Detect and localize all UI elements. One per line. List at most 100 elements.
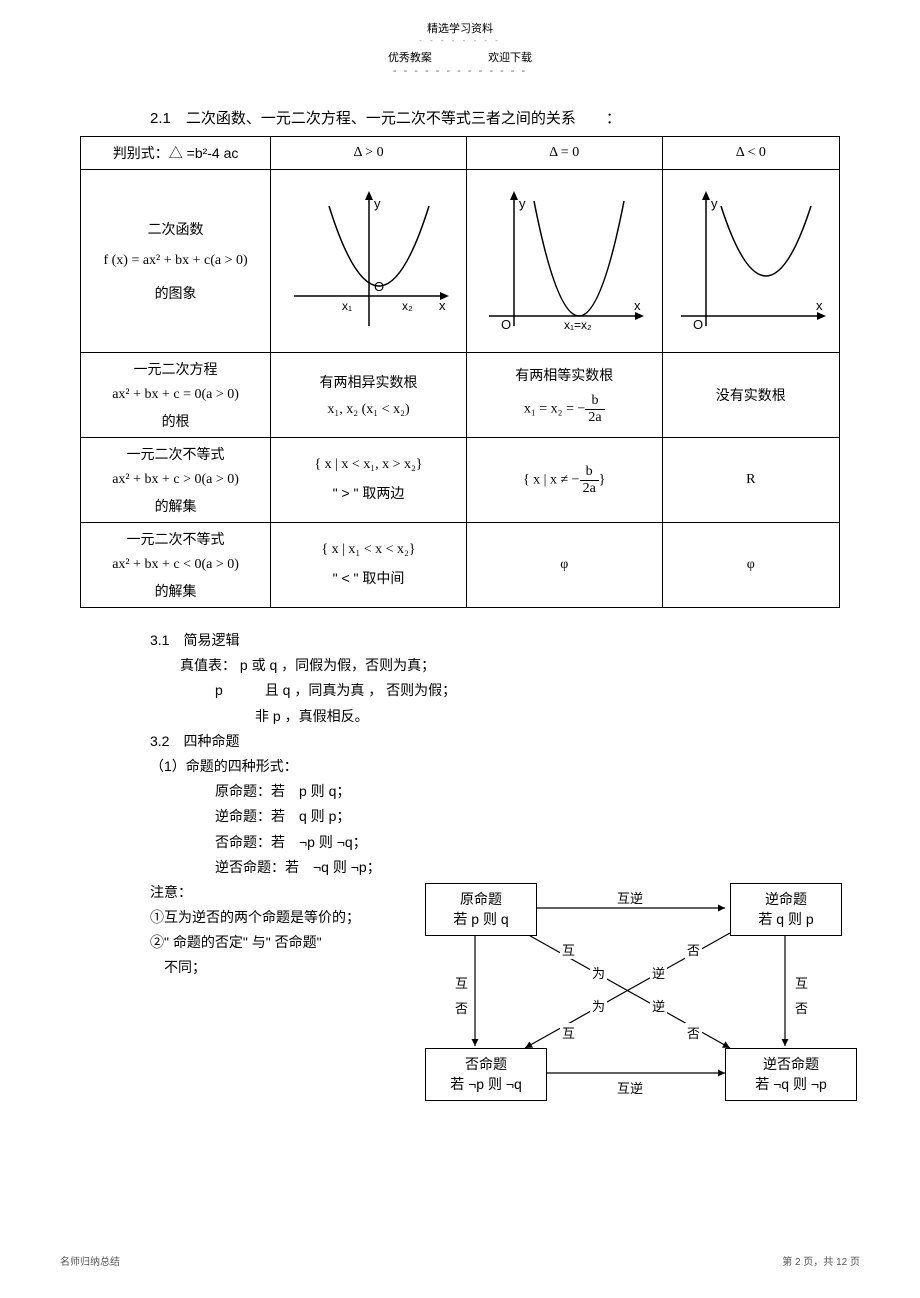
th-discriminant: 判别式：△ =b²-4 ac [81, 137, 271, 170]
svg-text:x: x [439, 298, 446, 313]
ineq-lt-formula: ax² + bx + c < 0(a > 0) [85, 557, 266, 573]
ineq-lt-gt0-a: { x | x₁ < x < x₂} [275, 542, 462, 558]
svg-text:x₁: x₁ [342, 299, 352, 313]
prop-forms-title: （1）命题的四种形式： [150, 754, 920, 779]
svg-text:x₂: x₂ [402, 299, 413, 313]
truth-line-2: p 且 q ，同真为真 ， 否则为假； [215, 678, 920, 703]
eq-gt0-a: 有两相异实数根 [275, 372, 462, 392]
truth-line-3: 非 p ，真假相反。 [255, 704, 920, 729]
svg-text:y: y [519, 196, 526, 211]
cross-c1: 互 [560, 940, 577, 959]
eq-label-a: 一元二次方程 [85, 359, 266, 379]
node-contrapositive: 逆否命题 若 ¬q 则 ¬p [725, 1048, 857, 1101]
graph-lt0: y O x [662, 170, 839, 353]
section-3-1-title: 3.1 简易逻辑 [150, 628, 920, 653]
th-eq0: Δ = 0 [466, 137, 662, 170]
cell-eq-gt0: 有两相异实数根 x₁, x₂ (x₁ < x₂) [271, 353, 467, 438]
header-sub: 优秀教案 欢迎下载 [0, 49, 920, 65]
ineq-lt-a: 一元二次不等式 [85, 529, 266, 549]
edge-left-a: 互 [453, 973, 470, 992]
th-lt0: Δ < 0 [662, 137, 839, 170]
ineq-gt-formula: ax² + bx + c > 0(a > 0) [85, 472, 266, 488]
parabola-two-roots-icon: y O x₁ x₂ x [284, 186, 454, 336]
cell-ineq-gt-gt0: { x | x < x₁, x > x₂} " > " 取两边 [271, 438, 467, 523]
svg-text:O: O [374, 279, 384, 294]
truth-line-1: 真值表： p 或 q ，同假为假，否则为真； [180, 653, 920, 678]
cross-c5: 为 [590, 996, 607, 1015]
prop-contrap: 逆否命题：若 ¬q 则 ¬p； [215, 855, 920, 880]
svg-text:x: x [816, 298, 823, 313]
node-negation-body: 若 ¬p 则 ¬q [436, 1075, 536, 1095]
ineq-gt-a: 一元二次不等式 [85, 444, 266, 464]
node-negation: 否命题 若 ¬p 则 ¬q [425, 1048, 547, 1101]
footer-left: 名师归纳总结 [60, 1253, 120, 1268]
section-2-1-title: 2.1 二次函数、一元二次方程、一元二次不等式三者之间的关系 ： [150, 107, 920, 128]
cross-c4: 逆 [650, 963, 667, 982]
node-contrapositive-body: 若 ¬q 则 ¬p [736, 1075, 846, 1095]
svg-text:y: y [711, 196, 718, 211]
node-negation-title: 否命题 [436, 1055, 536, 1075]
parabola-one-root-icon: y O x₁=x₂ x [479, 186, 649, 336]
cell-ineq-gt-lt0: R [662, 438, 839, 523]
eq-eq0-b: x₁ = x₂ = −b2a [471, 393, 658, 426]
edge-right-a: 互 [793, 973, 810, 992]
node-converse-body: 若 q 则 p [741, 910, 831, 930]
cross-c6: 逆 [650, 996, 667, 1015]
cross-c8: 否 [685, 1023, 702, 1042]
prop-conv: 逆命题：若 q 则 p； [215, 804, 920, 829]
relation-table: 判别式：△ =b²-4 ac Δ > 0 Δ = 0 Δ < 0 二次函数 f … [80, 136, 840, 608]
ineq-lt-c: 的解集 [85, 581, 266, 601]
cell-eq-label: 一元二次方程 ax² + bx + c = 0(a > 0) 的根 [81, 353, 271, 438]
th-gt0: Δ > 0 [271, 137, 467, 170]
edge-left-b: 否 [453, 998, 470, 1017]
prop-neg: 否命题：若 ¬p 则 ¬q； [215, 830, 920, 855]
ineq-gt-gt0-b: " > " 取两边 [275, 483, 462, 503]
edge-right-b: 否 [793, 998, 810, 1017]
cell-ineq-gt-label: 一元二次不等式 ax² + bx + c > 0(a > 0) 的解集 [81, 438, 271, 523]
node-original: 原命题 若 p 则 q [425, 883, 537, 936]
node-converse: 逆命题 若 q 则 p [730, 883, 842, 936]
eq-gt0-b: x₁, x₂ (x₁ < x₂) [275, 402, 462, 418]
section-3-2-title: 3.2 四种命题 [150, 729, 920, 754]
cell-eq-lt0: 没有实数根 [662, 353, 839, 438]
node-converse-title: 逆命题 [741, 890, 831, 910]
cell-ineq-lt-eq0: φ [466, 523, 662, 608]
footer-right: 第 2 页，共 12 页 [782, 1253, 860, 1268]
header-dash: - - - - - - - - - - - - - [0, 65, 920, 77]
header-dots: - - - - - - - - [0, 36, 920, 45]
cross-c7: 互 [560, 1023, 577, 1042]
func-formula: f (x) = ax² + bx + c(a > 0) [85, 253, 266, 269]
svg-text:x: x [634, 298, 641, 313]
cell-eq-eq0: 有两相等实数根 x₁ = x₂ = −b2a [466, 353, 662, 438]
node-original-body: 若 p 则 q [436, 910, 526, 930]
header-top: 精选学习资料 [0, 0, 920, 36]
graph-gt0: y O x₁ x₂ x [271, 170, 467, 353]
node-contrapositive-title: 逆否命题 [736, 1055, 846, 1075]
svg-text:O: O [501, 317, 511, 332]
eq-label-c: 的根 [85, 411, 266, 431]
cross-c2: 否 [685, 940, 702, 959]
svg-text:x₁=x₂: x₁=x₂ [564, 318, 592, 332]
eq-eq0-a: 有两相等实数根 [471, 365, 658, 385]
ineq-lt-gt0-b: " < " 取中间 [275, 568, 462, 588]
ineq-gt-gt0-a: { x | x < x₁, x > x₂} [275, 457, 462, 473]
header-sub-right: 欢迎下载 [488, 52, 532, 64]
edge-bottom-label: 互逆 [615, 1078, 645, 1097]
eq-formula: ax² + bx + c = 0(a > 0) [85, 387, 266, 403]
proposition-diagram: 原命题 若 p 则 q 逆命题 若 q 则 p 否命题 若 ¬p 则 ¬q 逆否… [415, 878, 865, 1108]
cell-ineq-gt-eq0: { x | x ≠ −b2a} [466, 438, 662, 523]
func-label-c: 的图象 [85, 283, 266, 303]
svg-text:y: y [374, 196, 381, 211]
prop-orig: 原命题：若 p 则 q； [215, 779, 920, 804]
header-sub-left: 优秀教案 [388, 52, 432, 64]
graph-eq0: y O x₁=x₂ x [466, 170, 662, 353]
cell-func-label: 二次函数 f (x) = ax² + bx + c(a > 0) 的图象 [81, 170, 271, 353]
parabola-no-root-icon: y O x [671, 186, 831, 336]
cross-c3: 为 [590, 963, 607, 982]
node-original-title: 原命题 [436, 890, 526, 910]
svg-text:O: O [693, 317, 703, 332]
cell-ineq-lt-label: 一元二次不等式 ax² + bx + c < 0(a > 0) 的解集 [81, 523, 271, 608]
ineq-gt-c: 的解集 [85, 496, 266, 516]
cell-ineq-lt-lt0: φ [662, 523, 839, 608]
cell-ineq-lt-gt0: { x | x₁ < x < x₂} " < " 取中间 [271, 523, 467, 608]
